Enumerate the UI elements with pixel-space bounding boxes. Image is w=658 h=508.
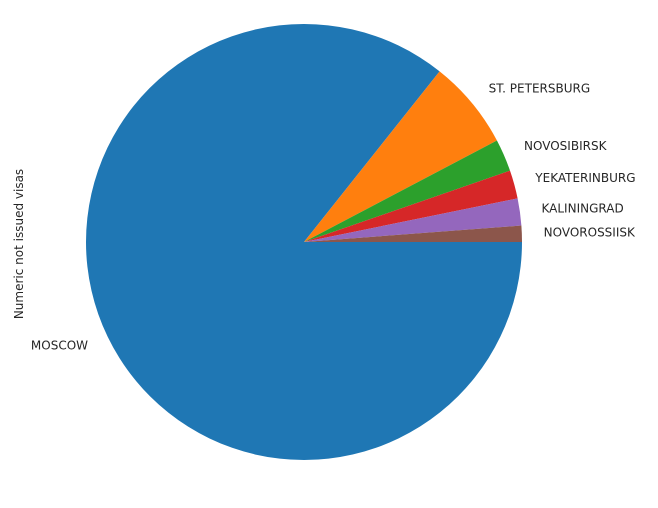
y-axis-label: Numeric not issued visas — [12, 169, 26, 319]
pie-slices — [85, 24, 523, 460]
pie-label-yekaterinburg: YEKATERINBURG — [534, 171, 635, 185]
pie-label-novorossiisk: NOVOROSSIISK — [544, 225, 636, 239]
pie-slice-novorossiisk — [304, 225, 522, 242]
pie-slice-moscow — [85, 24, 523, 460]
pie-slice-yekaterinburg — [304, 170, 518, 242]
pie-slice-st-petersburg — [304, 71, 497, 242]
pie-label-kaliningrad: KALININGRAD — [542, 201, 624, 215]
pie-slice-kaliningrad — [304, 198, 522, 242]
pie-labels: MOSCOW ST. PETERSBURG NOVOSIBIRSK YEKATERIN… — [31, 82, 636, 353]
pie-label-moscow: MOSCOW — [31, 339, 88, 353]
pie-slice-novosibirsk — [304, 140, 510, 242]
pie-label-novosibirsk: NOVOSIBIRSK — [524, 139, 608, 153]
pie-label-st-petersburg: ST. PETERSBURG — [489, 82, 591, 96]
